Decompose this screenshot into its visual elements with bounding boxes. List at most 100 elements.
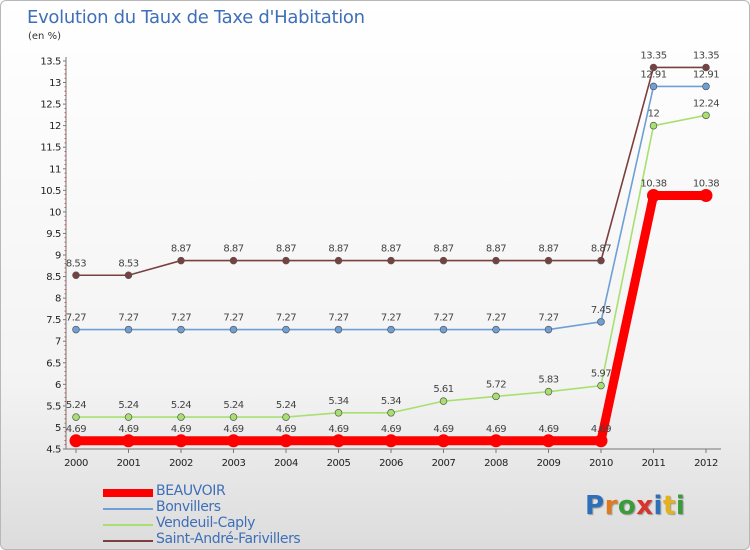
y-tick-label: 5	[55, 423, 61, 434]
data-label-saint-andr-farivillers: 8.53	[66, 258, 86, 269]
y-tick-label: 7	[55, 337, 61, 348]
y-tick-label: 7.5	[46, 315, 61, 326]
data-point-bonvillers	[387, 325, 395, 334]
y-tick-label: 4.5	[46, 445, 61, 456]
data-label-vendeuil-caply: 5.97	[591, 369, 611, 380]
legend-swatch	[103, 524, 153, 526]
data-label-beauvoir: 4.69	[276, 424, 296, 435]
y-tick-label: 5.5	[46, 401, 61, 412]
data-point-saint-andr-farivillers	[702, 63, 710, 72]
data-point-saint-andr-farivillers	[649, 63, 658, 72]
x-tick-label: 2001	[117, 458, 141, 469]
x-tick-label: 2004	[274, 458, 298, 469]
data-point-bonvillers	[544, 325, 553, 334]
series-line-bonvillers	[76, 85, 706, 331]
data-point-bonvillers	[177, 325, 185, 334]
data-label-vendeuil-caply: 5.72	[486, 379, 506, 390]
x-tick-label: 2005	[327, 458, 351, 469]
data-point-beauvoir	[437, 434, 450, 448]
data-point-bonvillers	[334, 325, 343, 334]
data-point-beauvoir	[594, 434, 608, 448]
legend-label: Saint-André-Farivillers	[156, 531, 301, 547]
y-tick-label: 10.5	[40, 186, 61, 197]
data-label-vendeuil-caply: 5.24	[118, 400, 138, 411]
y-tick-label: 6	[55, 380, 61, 391]
data-point-beauvoir	[279, 434, 293, 448]
chart-subtitle: (en %)	[28, 31, 61, 42]
y-tick-label: 11.5	[40, 143, 61, 154]
data-point-vendeuil-caply	[702, 111, 710, 120]
y-tick-label: 12	[49, 121, 61, 132]
data-label-bonvillers: 7.27	[433, 313, 453, 324]
data-label-bonvillers: 7.45	[591, 305, 611, 316]
data-point-beauvoir	[69, 434, 83, 448]
data-point-bonvillers	[124, 325, 133, 334]
data-label-saint-andr-farivillers: 8.87	[171, 244, 191, 255]
data-point-saint-andr-farivillers	[229, 256, 238, 265]
data-label-vendeuil-caply: 5.24	[171, 400, 191, 411]
legend-swatch	[103, 508, 153, 510]
data-point-vendeuil-caply	[282, 413, 290, 421]
data-label-saint-andr-farivillers: 8.53	[118, 258, 138, 269]
data-point-vendeuil-caply	[492, 392, 500, 401]
data-label-beauvoir: 4.69	[433, 424, 453, 435]
y-tick-label: 10	[49, 207, 61, 218]
data-label-saint-andr-farivillers: 8.87	[276, 244, 296, 255]
data-point-vendeuil-caply	[387, 409, 395, 417]
data-label-saint-andr-farivillers: 8.87	[486, 244, 506, 255]
data-point-saint-andr-farivillers	[492, 256, 500, 265]
data-label-beauvoir: 4.69	[66, 424, 86, 435]
data-label-bonvillers: 7.27	[328, 313, 348, 324]
data-label-beauvoir: 4.69	[328, 424, 348, 435]
data-label-beauvoir: 4.69	[538, 424, 558, 435]
x-tick-label: 2006	[379, 458, 403, 469]
data-label-saint-andr-farivillers: 13.35	[640, 50, 666, 61]
data-point-saint-andr-farivillers	[282, 256, 290, 265]
y-tick-label: 11	[49, 164, 61, 175]
data-point-vendeuil-caply	[439, 397, 448, 405]
data-point-beauvoir	[384, 434, 398, 448]
data-label-beauvoir: 10.38	[693, 179, 719, 190]
data-label-bonvillers: 7.27	[118, 313, 138, 324]
data-point-saint-andr-farivillers	[544, 256, 553, 265]
proxiti-logo: Proxiti	[585, 491, 686, 521]
data-label-bonvillers: 7.27	[538, 313, 558, 324]
data-label-beauvoir: 4.69	[591, 424, 611, 435]
data-label-beauvoir: 4.69	[118, 424, 138, 435]
data-label-saint-andr-farivillers: 13.35	[693, 50, 719, 61]
data-point-bonvillers	[72, 325, 80, 334]
data-label-vendeuil-caply: 5.24	[276, 400, 296, 411]
data-label-beauvoir: 4.69	[171, 424, 191, 435]
data-label-beauvoir: 10.38	[640, 179, 666, 190]
x-tick-label: 2007	[432, 458, 456, 469]
legend-label: Bonvillers	[156, 499, 221, 515]
x-tick-label: 2011	[642, 458, 666, 469]
data-point-bonvillers	[229, 325, 238, 334]
legend-label: Vendeuil-Caply	[156, 515, 255, 531]
data-point-beauvoir	[227, 434, 240, 448]
data-point-saint-andr-farivillers	[72, 271, 80, 280]
data-label-bonvillers: 7.27	[223, 313, 243, 324]
chart-title: Evolution du Taux de Taxe d'Habitation	[27, 7, 365, 28]
data-point-vendeuil-caply	[124, 413, 133, 421]
data-point-vendeuil-caply	[597, 381, 605, 390]
data-label-bonvillers: 12.91	[693, 69, 719, 80]
data-label-vendeuil-caply: 12	[648, 109, 660, 120]
data-label-saint-andr-farivillers: 8.87	[328, 244, 348, 255]
data-point-vendeuil-caply	[229, 413, 238, 421]
data-label-bonvillers: 7.27	[171, 313, 191, 324]
data-label-bonvillers: 12.91	[640, 69, 666, 80]
y-tick-label: 8.5	[46, 272, 61, 283]
data-label-saint-andr-farivillers: 8.87	[591, 244, 611, 255]
data-label-bonvillers: 7.27	[381, 313, 401, 324]
data-point-bonvillers	[597, 318, 605, 326]
data-point-saint-andr-farivillers	[387, 256, 395, 265]
y-tick-label: 13	[49, 78, 61, 89]
data-label-beauvoir: 4.69	[486, 424, 506, 435]
data-point-beauvoir	[332, 434, 345, 448]
legend-swatch	[103, 489, 153, 497]
data-point-vendeuil-caply	[177, 413, 185, 421]
x-tick-label: 2010	[589, 458, 613, 469]
data-point-vendeuil-caply	[544, 387, 553, 396]
